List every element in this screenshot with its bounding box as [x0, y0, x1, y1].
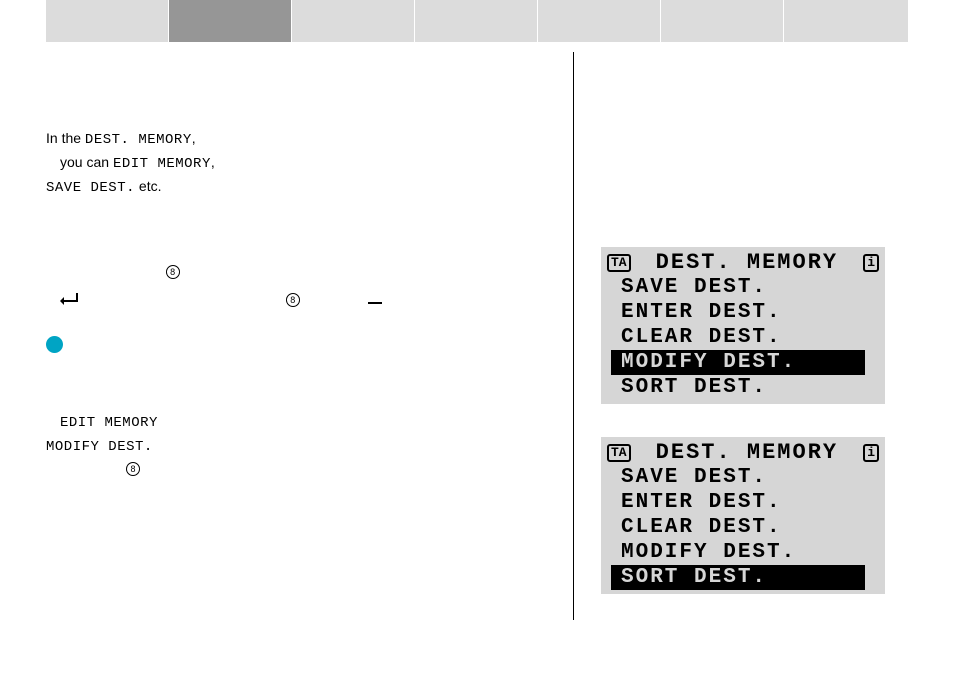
lcd-list: SAVE DEST. ENTER DEST. CLEAR DEST. MODIF… [601, 275, 885, 404]
tab-6[interactable] [784, 0, 908, 42]
page-content: In the DEST. MEMORY, you can EDIT MEMORY… [46, 52, 908, 642]
lcd-screen-a: TA DEST. MEMORY i SAVE DEST. ENTER DEST.… [601, 247, 885, 404]
mono-text: SAVE DEST. [46, 180, 135, 196]
lcd-list: SAVE DEST. ENTER DEST. CLEAR DEST. MODIF… [601, 465, 885, 594]
lcd-row: SAVE DEST. [601, 465, 885, 490]
lcd-title: DEST. MEMORY [637, 440, 858, 465]
ta-badge-icon: TA [607, 254, 631, 272]
lcd-row: CLEAR DEST. [601, 325, 885, 350]
mono-text: EDIT MEMORY [113, 156, 211, 172]
tab-3[interactable] [415, 0, 538, 42]
lcd-row: ENTER DEST. [601, 490, 885, 515]
lcd-row: SORT DEST. [601, 375, 885, 400]
lcd-title: DEST. MEMORY [637, 250, 858, 275]
tab-bar [46, 0, 908, 42]
step-1: Press 8 8 [46, 260, 556, 311]
knob-8-icon: 8 [126, 462, 140, 476]
tab-1[interactable] [169, 0, 292, 42]
lcd-row-selected: MODIFY DEST. [611, 350, 865, 375]
note-block [46, 332, 556, 354]
knob-8-icon: 8 [166, 265, 180, 279]
column-divider [573, 52, 574, 620]
mono-text: MODIFY DEST. [46, 439, 153, 455]
text: , [192, 130, 196, 146]
info-badge-icon: i [863, 254, 879, 272]
tab-5[interactable] [661, 0, 784, 42]
lcd-title-bar: TA DEST. MEMORY i [601, 247, 885, 275]
text: , [211, 154, 215, 170]
lcd-title-bar: TA DEST. MEMORY i [601, 437, 885, 465]
intro-paragraph: In the DEST. MEMORY, you can EDIT MEMORY… [46, 127, 556, 199]
text: In the [46, 130, 85, 146]
step-3: 8 [46, 457, 556, 479]
text: etc. [135, 178, 161, 194]
mono-text: DEST. MEMORY [85, 132, 192, 148]
bullet-icon [46, 336, 63, 353]
lcd-screen-b: TA DEST. MEMORY i SAVE DEST. ENTER DEST.… [601, 437, 885, 594]
lcd-row: CLEAR DEST. [601, 515, 885, 540]
ta-badge-icon: TA [607, 444, 631, 462]
tab-4[interactable] [538, 0, 661, 42]
tab-0[interactable] [46, 0, 169, 42]
enter-icon [60, 289, 78, 311]
dash-icon [368, 289, 382, 311]
lcd-row: ENTER DEST. [601, 300, 885, 325]
info-badge-icon: i [863, 444, 879, 462]
lcd-row: SAVE DEST. [601, 275, 885, 300]
mono-text: EDIT MEMORY [60, 415, 158, 431]
lcd-row: MODIFY DEST. [601, 540, 885, 565]
text: you can [60, 154, 113, 170]
tab-2[interactable] [292, 0, 415, 42]
knob-8-icon: 8 [286, 293, 300, 307]
lcd-row-selected: SORT DEST. [611, 565, 865, 590]
heading-block: EDIT MEMORY MODIFY DEST. [46, 410, 556, 458]
